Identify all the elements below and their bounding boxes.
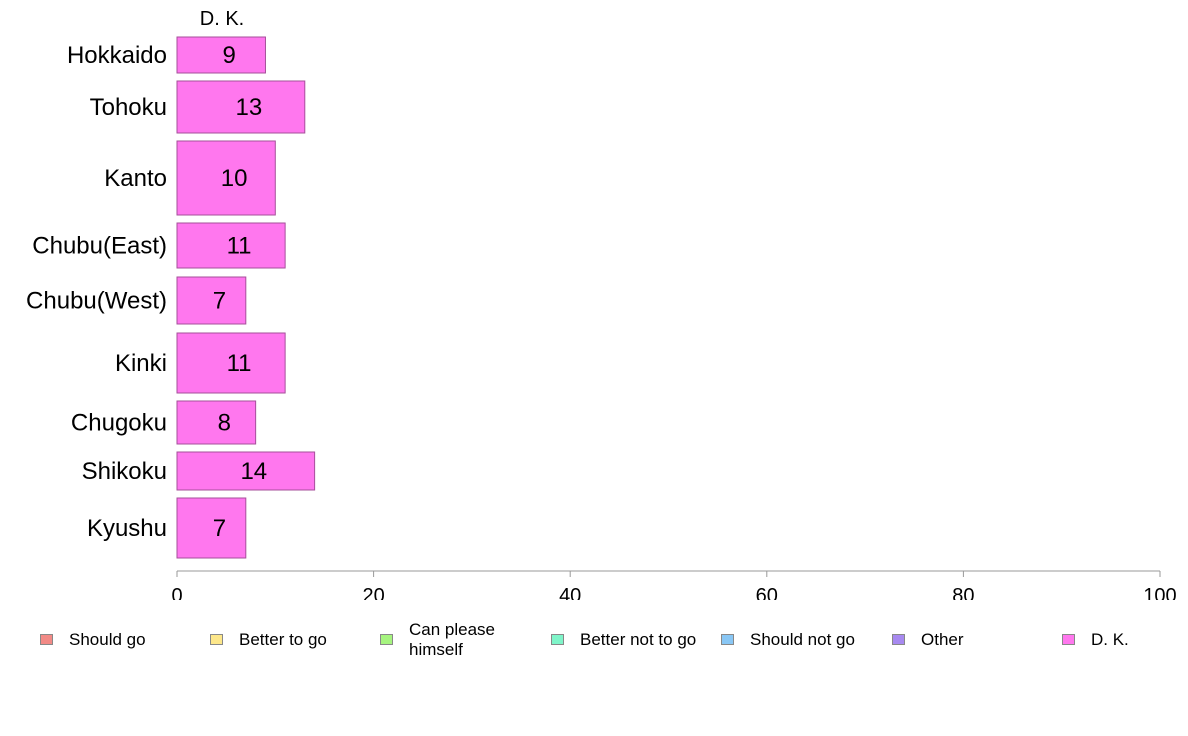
category-label: Chugoku bbox=[71, 410, 167, 437]
legend-item-dk: D. K. bbox=[1062, 630, 1171, 650]
legend: Should go Better to go Can please himsel… bbox=[0, 620, 1188, 670]
bar-tohoku bbox=[176, 80, 306, 134]
category-label: Chubu(East) bbox=[32, 233, 167, 260]
panel-title: D. K. bbox=[200, 8, 244, 30]
category-label: Kyushu bbox=[87, 515, 167, 542]
x-tick-label: 40 bbox=[559, 585, 581, 600]
x-tick-label: 0 bbox=[171, 585, 182, 600]
data-label: 11 bbox=[227, 350, 252, 377]
bar-chart: D. K. 913 10 11 7 11 8 14 7 Hokkaido Tohoku Kanto… bbox=[26, 8, 1177, 600]
bar-chugoku bbox=[176, 400, 257, 445]
legend-label: Should go bbox=[69, 630, 146, 649]
bar-hokkaido bbox=[176, 36, 266, 74]
legend-swatch bbox=[380, 634, 393, 645]
category-label: Tohoku bbox=[90, 94, 167, 121]
legend-swatch bbox=[1062, 634, 1075, 645]
data-label: 10 bbox=[221, 165, 248, 192]
legend-item-better-not-to-go: Better not to go bbox=[551, 630, 720, 650]
category-label: Chubu(West) bbox=[26, 288, 167, 315]
bar-kyushu bbox=[176, 497, 247, 559]
x-tick-label: 100 bbox=[1143, 585, 1176, 600]
x-tick-label: 20 bbox=[362, 585, 384, 600]
legend-label: D. K. bbox=[1091, 630, 1129, 649]
legend-swatch bbox=[892, 634, 905, 645]
data-label: 14 bbox=[240, 458, 267, 485]
bar-kanto bbox=[176, 140, 276, 216]
category-label: Hokkaido bbox=[67, 42, 167, 69]
legend-item-should-go: Should go bbox=[40, 630, 179, 650]
category-label: Kinki bbox=[115, 350, 167, 377]
data-label: 7 bbox=[213, 515, 226, 542]
data-label: 8 bbox=[218, 410, 231, 437]
legend-label: Can please himself bbox=[409, 620, 496, 659]
data-label: 9 bbox=[223, 42, 236, 69]
bar-shikoku bbox=[176, 451, 316, 491]
legend-label: Better not to go bbox=[580, 630, 697, 649]
x-tick-label: 60 bbox=[756, 585, 778, 600]
legend-item-should-not-go: Should not go bbox=[721, 630, 880, 650]
legend-swatch bbox=[721, 634, 734, 645]
legend-swatch bbox=[40, 634, 53, 645]
bar-kinki bbox=[176, 332, 286, 394]
legend-item-better-to-go: Better to go bbox=[210, 630, 349, 650]
legend-item-other: Other bbox=[892, 630, 1031, 650]
x-tick-label: 80 bbox=[952, 585, 974, 600]
legend-label: Better to go bbox=[239, 630, 327, 649]
bar-chubu-west bbox=[176, 276, 247, 325]
category-label: Kanto bbox=[104, 165, 167, 192]
data-label: 13 bbox=[236, 94, 263, 121]
legend-swatch bbox=[210, 634, 223, 645]
data-label: 11 bbox=[227, 233, 252, 260]
legend-label: Should not go bbox=[750, 630, 855, 649]
bar-chubu-east bbox=[176, 222, 286, 269]
legend-item-can-please-himself: Can please himself bbox=[380, 620, 509, 660]
legend-swatch bbox=[551, 634, 564, 645]
category-label: Shikoku bbox=[82, 458, 167, 485]
legend-label: Other bbox=[921, 630, 964, 649]
data-label: 7 bbox=[213, 288, 226, 315]
